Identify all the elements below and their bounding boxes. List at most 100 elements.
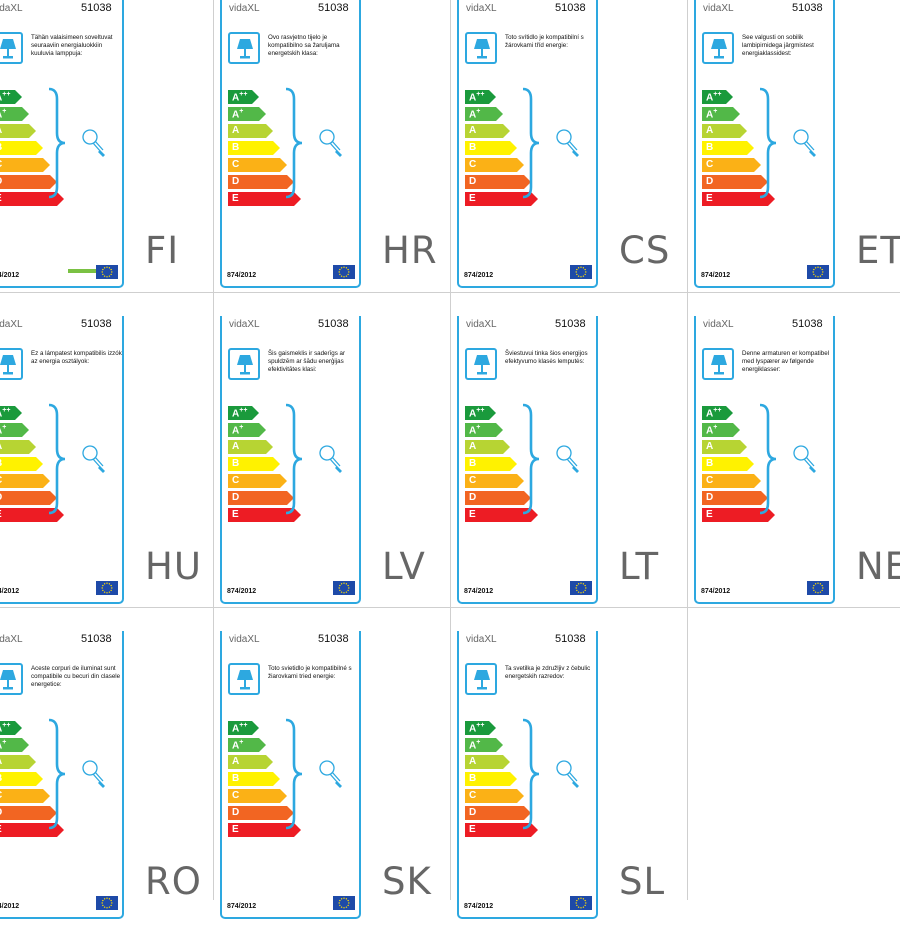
energy-class-letter: A+: [469, 739, 481, 752]
energy-label-card: vidaXL 51038 Denne armaturen er kompatibel…: [694, 316, 835, 604]
compatibility-text: Šis gaismeklis ir saderīgs ar spuldzēm a…: [268, 350, 346, 374]
bulb-icon: [318, 128, 344, 163]
energy-class-bar: E: [465, 823, 539, 837]
language-code: ET: [856, 229, 900, 272]
energy-class-bar: E: [0, 508, 65, 522]
energy-class-bar: B: [228, 457, 281, 471]
bulb-icon: [555, 444, 581, 479]
energy-class-letter: B: [232, 142, 240, 153]
energy-class-letter: E: [232, 824, 239, 835]
energy-class-bar: D: [465, 491, 532, 505]
energy-class-bar: B: [702, 141, 755, 155]
compatibility-text: Denne armaturen er kompatibel med lyspær…: [742, 350, 830, 374]
energy-class-bar: A: [0, 755, 37, 769]
energy-class-bar: C: [465, 158, 525, 172]
energy-class-bar: B: [702, 457, 755, 471]
energy-label-card: vidaXL 51038 Ez a lámpatest kompatibilis i…: [0, 316, 124, 604]
product-code: 51038: [555, 318, 586, 330]
eu-flag-icon: [570, 896, 592, 910]
energy-label-card: vidaXL 51038 See valgusti on sobilik lambi…: [694, 0, 835, 288]
energy-class-bar: A: [228, 755, 274, 769]
energy-class-letter: A+: [0, 739, 7, 751]
compatibility-text: Ez a lámpatest kompatibilis izzók az ene…: [31, 350, 122, 366]
energy-class-letter: C: [0, 790, 2, 801]
product-code: 51038: [81, 633, 112, 645]
bulb-icon: [792, 444, 818, 479]
brace-icon: [519, 87, 543, 204]
brace-icon: [45, 403, 69, 520]
energy-class-bar: D: [0, 175, 58, 189]
energy-class-letter: A+: [706, 424, 718, 437]
energy-class-letter: A: [232, 756, 240, 767]
energy-class-letter: E: [0, 193, 2, 204]
compatibility-text: See valgusti on sobilik lambipirnidega j…: [742, 34, 814, 58]
brand-name: vidaXL: [0, 634, 23, 645]
lamp-icon: [702, 348, 734, 380]
energy-class-letter: A++: [232, 722, 248, 735]
energy-class-bar: E: [228, 192, 302, 206]
energy-class-bar: D: [228, 491, 295, 505]
energy-class-bar: C: [0, 158, 51, 172]
regulation-number: 874/2012: [701, 588, 731, 595]
energy-class-letter: C: [469, 790, 477, 801]
energy-class-letter: E: [706, 193, 713, 204]
energy-class-letter: A++: [469, 407, 485, 420]
energy-class-bar: C: [465, 474, 525, 488]
energy-class-letter: C: [232, 475, 240, 486]
bulb-icon: [318, 444, 344, 479]
energy-class-letter: B: [706, 142, 714, 153]
energy-class-bar: C: [702, 474, 762, 488]
energy-class-bar: C: [228, 158, 288, 172]
lamp-icon: [0, 348, 23, 380]
bulb-icon: [555, 128, 581, 163]
energy-class-bar: A+: [228, 738, 267, 752]
lamp-icon: [465, 348, 497, 380]
energy-label-card: vidaXL 51038 Ta svetilka je združljiv z če…: [457, 631, 598, 919]
bulb-icon: [81, 444, 107, 479]
energy-class-bar: A++: [0, 90, 23, 104]
brand-name: vidaXL: [229, 634, 260, 645]
energy-class-bar: A+: [228, 107, 267, 121]
energy-class-bar: B: [0, 457, 44, 471]
energy-label-card: vidaXL 51038 Toto svietidlo je kompatibiln…: [220, 631, 361, 919]
energy-class-bar: A++: [228, 406, 260, 420]
energy-class-letter: D: [232, 807, 240, 818]
energy-class-letter: D: [0, 807, 2, 818]
energy-class-bar: B: [465, 772, 518, 786]
energy-label-card: vidaXL 51038 Aceste corpuri de iluminat su…: [0, 631, 124, 919]
brace-icon: [45, 718, 69, 835]
energy-class-letter: B: [469, 142, 477, 153]
energy-class-letter: E: [0, 509, 2, 520]
energy-class-letter: B: [232, 773, 240, 784]
energy-label-cell: vidaXL 51038 Šviestuvui tinka šios energij…: [451, 316, 687, 629]
energy-class-bar: A: [702, 124, 748, 138]
energy-class-letter: B: [469, 773, 477, 784]
energy-class-letter: A: [469, 125, 477, 136]
energy-class-bar: E: [0, 192, 65, 206]
compatibility-text: Ovo rasvjetno tijelo je kompatibilno sa …: [268, 34, 340, 58]
energy-class-bar: A++: [465, 721, 497, 735]
energy-class-letter: A: [469, 756, 477, 767]
energy-class-bar: A+: [465, 738, 504, 752]
energy-class-letter: D: [469, 492, 477, 503]
energy-class-bar: C: [465, 789, 525, 803]
energy-class-letter: A: [706, 441, 714, 452]
energy-class-bar: B: [0, 772, 44, 786]
energy-class-letter: C: [232, 790, 240, 801]
compatibility-text: Šviestuvui tinka šios energijos efektyvu…: [505, 350, 588, 366]
energy-class-letter: B: [0, 142, 2, 153]
eu-flag-icon: [96, 896, 118, 910]
language-code: NE: [856, 545, 900, 588]
lamp-icon: [0, 32, 23, 64]
product-code: 51038: [792, 2, 823, 14]
regulation-number: 874/2012: [464, 588, 494, 595]
energy-class-bar: C: [0, 474, 51, 488]
compatibility-text: Aceste corpuri de iluminat sunt compatib…: [31, 665, 121, 689]
energy-label-cell: vidaXL 51038 Aceste corpuri de iluminat su…: [0, 631, 213, 944]
energy-class-letter: D: [0, 176, 2, 187]
eu-flag-icon: [333, 896, 355, 910]
energy-label-cell: vidaXL 51038 Toto svietidlo je kompatibiln…: [214, 631, 450, 944]
energy-class-letter: A: [0, 125, 2, 136]
